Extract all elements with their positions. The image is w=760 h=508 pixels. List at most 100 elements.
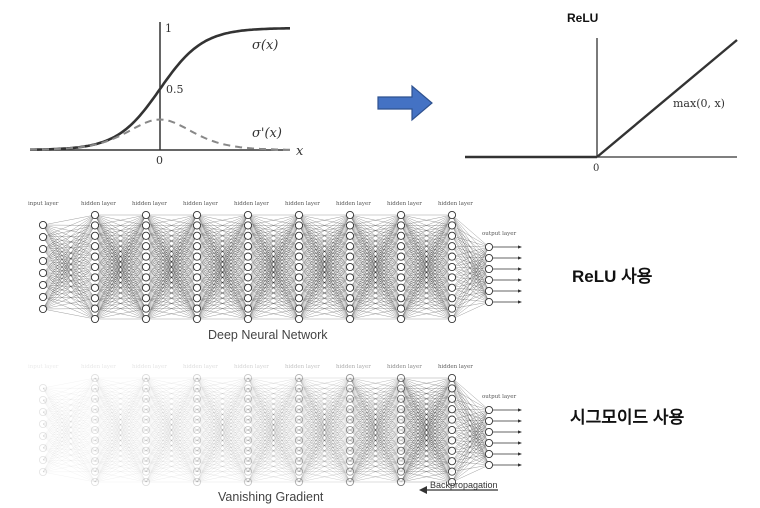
hidden-layer: hidden layer bbox=[234, 201, 269, 324]
connection bbox=[145, 377, 198, 389]
connection bbox=[42, 260, 96, 268]
connection bbox=[196, 398, 249, 431]
neuron bbox=[38, 443, 48, 453]
connection bbox=[400, 214, 453, 268]
connection bbox=[247, 277, 300, 320]
connection bbox=[42, 235, 96, 238]
connection bbox=[94, 471, 147, 483]
connection bbox=[94, 398, 147, 472]
neuron bbox=[294, 210, 304, 220]
connection bbox=[349, 409, 402, 483]
connection bbox=[94, 440, 147, 472]
connection bbox=[400, 377, 453, 420]
connection bbox=[196, 409, 249, 472]
connection bbox=[400, 214, 453, 247]
neuron bbox=[396, 231, 406, 240]
connection bbox=[298, 214, 351, 320]
connection bbox=[451, 409, 490, 451]
connection bbox=[400, 471, 453, 483]
connection bbox=[451, 419, 490, 455]
connection bbox=[349, 419, 402, 472]
connection bbox=[298, 450, 351, 472]
connection bbox=[145, 388, 198, 410]
connection bbox=[145, 235, 198, 320]
neuron bbox=[294, 415, 304, 424]
neuron bbox=[447, 221, 457, 230]
connection bbox=[145, 461, 198, 472]
connection bbox=[298, 388, 351, 431]
sigmoid-curve bbox=[30, 27, 290, 151]
connection bbox=[349, 461, 402, 483]
connection bbox=[196, 409, 249, 451]
connection bbox=[298, 440, 351, 462]
connection bbox=[145, 398, 198, 483]
connection bbox=[94, 409, 147, 451]
neuron bbox=[294, 477, 304, 487]
connection bbox=[145, 398, 198, 431]
neuron bbox=[192, 252, 202, 261]
deep-neural-network-title: Deep Neural Network bbox=[208, 328, 328, 342]
connection bbox=[298, 398, 351, 420]
connection bbox=[298, 388, 351, 472]
connection bbox=[42, 388, 96, 449]
connection bbox=[94, 398, 147, 483]
connection bbox=[196, 377, 249, 420]
connection bbox=[42, 246, 96, 286]
connection bbox=[298, 419, 351, 451]
connection bbox=[298, 429, 351, 483]
connection bbox=[145, 450, 198, 472]
connection bbox=[94, 440, 147, 472]
connection bbox=[94, 429, 147, 441]
connection bbox=[247, 440, 300, 483]
neuron bbox=[294, 405, 304, 414]
output-layer-label: output layer bbox=[482, 231, 516, 237]
connection bbox=[94, 377, 147, 399]
vanishing-gradient-title: Vanishing Gradient bbox=[218, 490, 324, 504]
neuron bbox=[90, 457, 100, 466]
connection bbox=[42, 256, 96, 310]
connection bbox=[42, 377, 96, 425]
connection bbox=[196, 308, 249, 320]
connection bbox=[247, 409, 300, 431]
connection bbox=[145, 377, 198, 472]
hidden-layer-label: hidden layer bbox=[81, 364, 116, 370]
neuron bbox=[243, 446, 253, 455]
connection bbox=[196, 409, 249, 431]
connection bbox=[42, 248, 96, 268]
connection bbox=[196, 398, 249, 420]
connection bbox=[451, 453, 490, 462]
connection bbox=[247, 409, 300, 420]
connection bbox=[42, 260, 96, 299]
connection bbox=[196, 388, 249, 399]
connection bbox=[298, 398, 351, 483]
connection bbox=[42, 388, 96, 473]
neuron bbox=[345, 436, 355, 445]
connection bbox=[247, 450, 300, 472]
connection bbox=[247, 429, 300, 483]
connection bbox=[196, 450, 249, 483]
connection bbox=[42, 411, 96, 483]
connection bbox=[349, 388, 402, 451]
connection bbox=[400, 377, 453, 399]
connection bbox=[298, 450, 351, 472]
connection bbox=[349, 419, 402, 451]
connection bbox=[247, 256, 300, 320]
connection bbox=[42, 214, 96, 274]
connection bbox=[247, 471, 300, 483]
connection bbox=[196, 461, 249, 472]
connection bbox=[451, 388, 490, 433]
connection bbox=[451, 440, 490, 455]
connection bbox=[145, 429, 198, 483]
connection bbox=[451, 420, 490, 451]
connection bbox=[42, 284, 96, 299]
hidden-layer-label: hidden layer bbox=[132, 201, 167, 207]
connection bbox=[42, 284, 96, 320]
output-arrow-head bbox=[518, 267, 522, 271]
connection bbox=[196, 419, 249, 472]
connection bbox=[196, 214, 249, 278]
neuron bbox=[192, 477, 202, 487]
connection bbox=[298, 440, 351, 451]
connection bbox=[145, 388, 198, 399]
connection bbox=[145, 377, 198, 399]
connection bbox=[196, 377, 249, 389]
